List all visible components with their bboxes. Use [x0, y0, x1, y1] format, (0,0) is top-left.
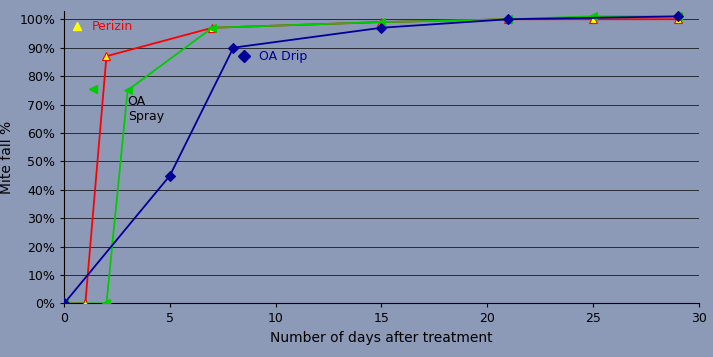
Text: OA
Spray: OA Spray — [128, 95, 164, 123]
Y-axis label: Mite fall %: Mite fall % — [0, 121, 14, 193]
X-axis label: Number of days after treatment: Number of days after treatment — [270, 331, 493, 345]
Text: Perizin: Perizin — [92, 20, 133, 33]
Text: OA Drip: OA Drip — [259, 50, 307, 63]
